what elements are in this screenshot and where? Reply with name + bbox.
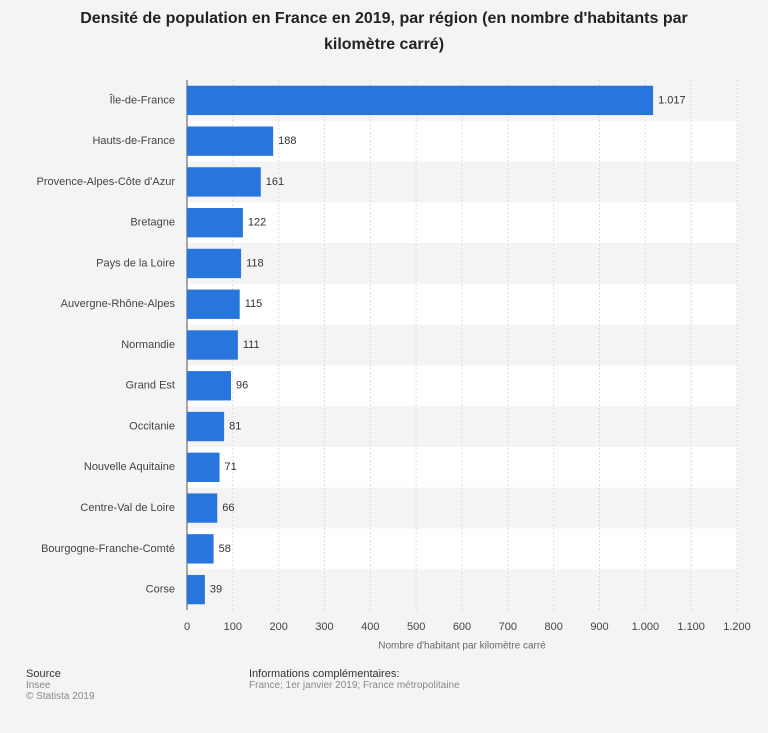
chart-title: Densité de population en France en 2019,… [80, 10, 688, 53]
value-label: 161 [266, 176, 284, 188]
x-tick-label: 200 [269, 621, 287, 633]
x-tick-label: 700 [499, 621, 517, 633]
bar [187, 208, 243, 238]
x-tick-label: 0 [184, 621, 190, 633]
bar [187, 167, 261, 197]
value-label: 58 [219, 543, 231, 555]
x-tick-label: 300 [315, 621, 333, 633]
info-block: Informations complémentaires: France; 1e… [249, 668, 460, 691]
source: Insee [26, 680, 51, 691]
y-tick-label: Grand Est [125, 380, 175, 392]
value-label: 39 [210, 584, 222, 596]
bar [187, 85, 654, 116]
info-title: Informations complémentaires: [249, 668, 400, 680]
x-tick-label: 500 [407, 621, 425, 633]
x-tick-label: 400 [361, 621, 379, 633]
copyright: © Statista 2019 [26, 691, 95, 702]
bar [187, 371, 231, 401]
value-label: 1.017 [658, 94, 686, 106]
x-tick-label: 1.200 [723, 621, 751, 633]
bar [187, 574, 205, 605]
y-tick-label: Centre-Val de Loire [80, 502, 175, 514]
y-tick-label: Bourgogne-Franche-Comté [41, 543, 175, 555]
value-label: 66 [222, 502, 234, 514]
bar [187, 330, 238, 360]
bar [187, 534, 214, 564]
x-axis-title: Nombre d'habitant par kilomètre carré [378, 641, 546, 652]
x-tick-label: 1.000 [632, 621, 660, 633]
bar [187, 411, 225, 442]
y-tick-label: Provence-Alpes-Côte d'Azur [37, 176, 176, 188]
y-tick-label: Pays de la Loire [96, 257, 175, 269]
value-label: 81 [229, 420, 241, 432]
bar [187, 493, 218, 523]
value-label: 115 [245, 298, 263, 310]
value-label: 118 [246, 257, 264, 269]
y-tick-label: Bretagne [130, 217, 175, 229]
bar [187, 126, 274, 156]
y-tick-label: Hauts-de-France [92, 135, 175, 147]
y-tick-label: Occitanie [129, 420, 175, 432]
bar [187, 248, 242, 279]
x-tick-label: 900 [590, 621, 608, 633]
source-title: Source [26, 668, 61, 680]
x-tick-label: 100 [224, 621, 242, 633]
value-label: 188 [278, 135, 296, 147]
value-label: 111 [243, 339, 260, 351]
chart: 0 100 200 300 400 500 600 700 800 900 1.000 1.100 1.… [37, 80, 751, 652]
value-label: 96 [236, 380, 248, 392]
source-block: Source Insee © Statista 2019 [26, 668, 95, 702]
y-tick-label: Corse [146, 584, 175, 596]
y-tick-label: Nouvelle Aquitaine [84, 461, 175, 473]
x-tick-label: 1.100 [677, 621, 705, 633]
y-tick-label: Normandie [121, 339, 175, 351]
y-tick-label: Auvergne-Rhône-Alpes [61, 298, 176, 310]
y-tick-label: Île-de-France [109, 93, 175, 106]
x-tick-label: 800 [544, 621, 562, 633]
info: France; 1er janvier 2019; France métropo… [249, 680, 460, 691]
value-label: 122 [248, 217, 266, 229]
x-tick-label: 600 [453, 621, 471, 633]
bar [187, 452, 220, 482]
value-label: 71 [225, 461, 237, 473]
bar [187, 289, 240, 319]
